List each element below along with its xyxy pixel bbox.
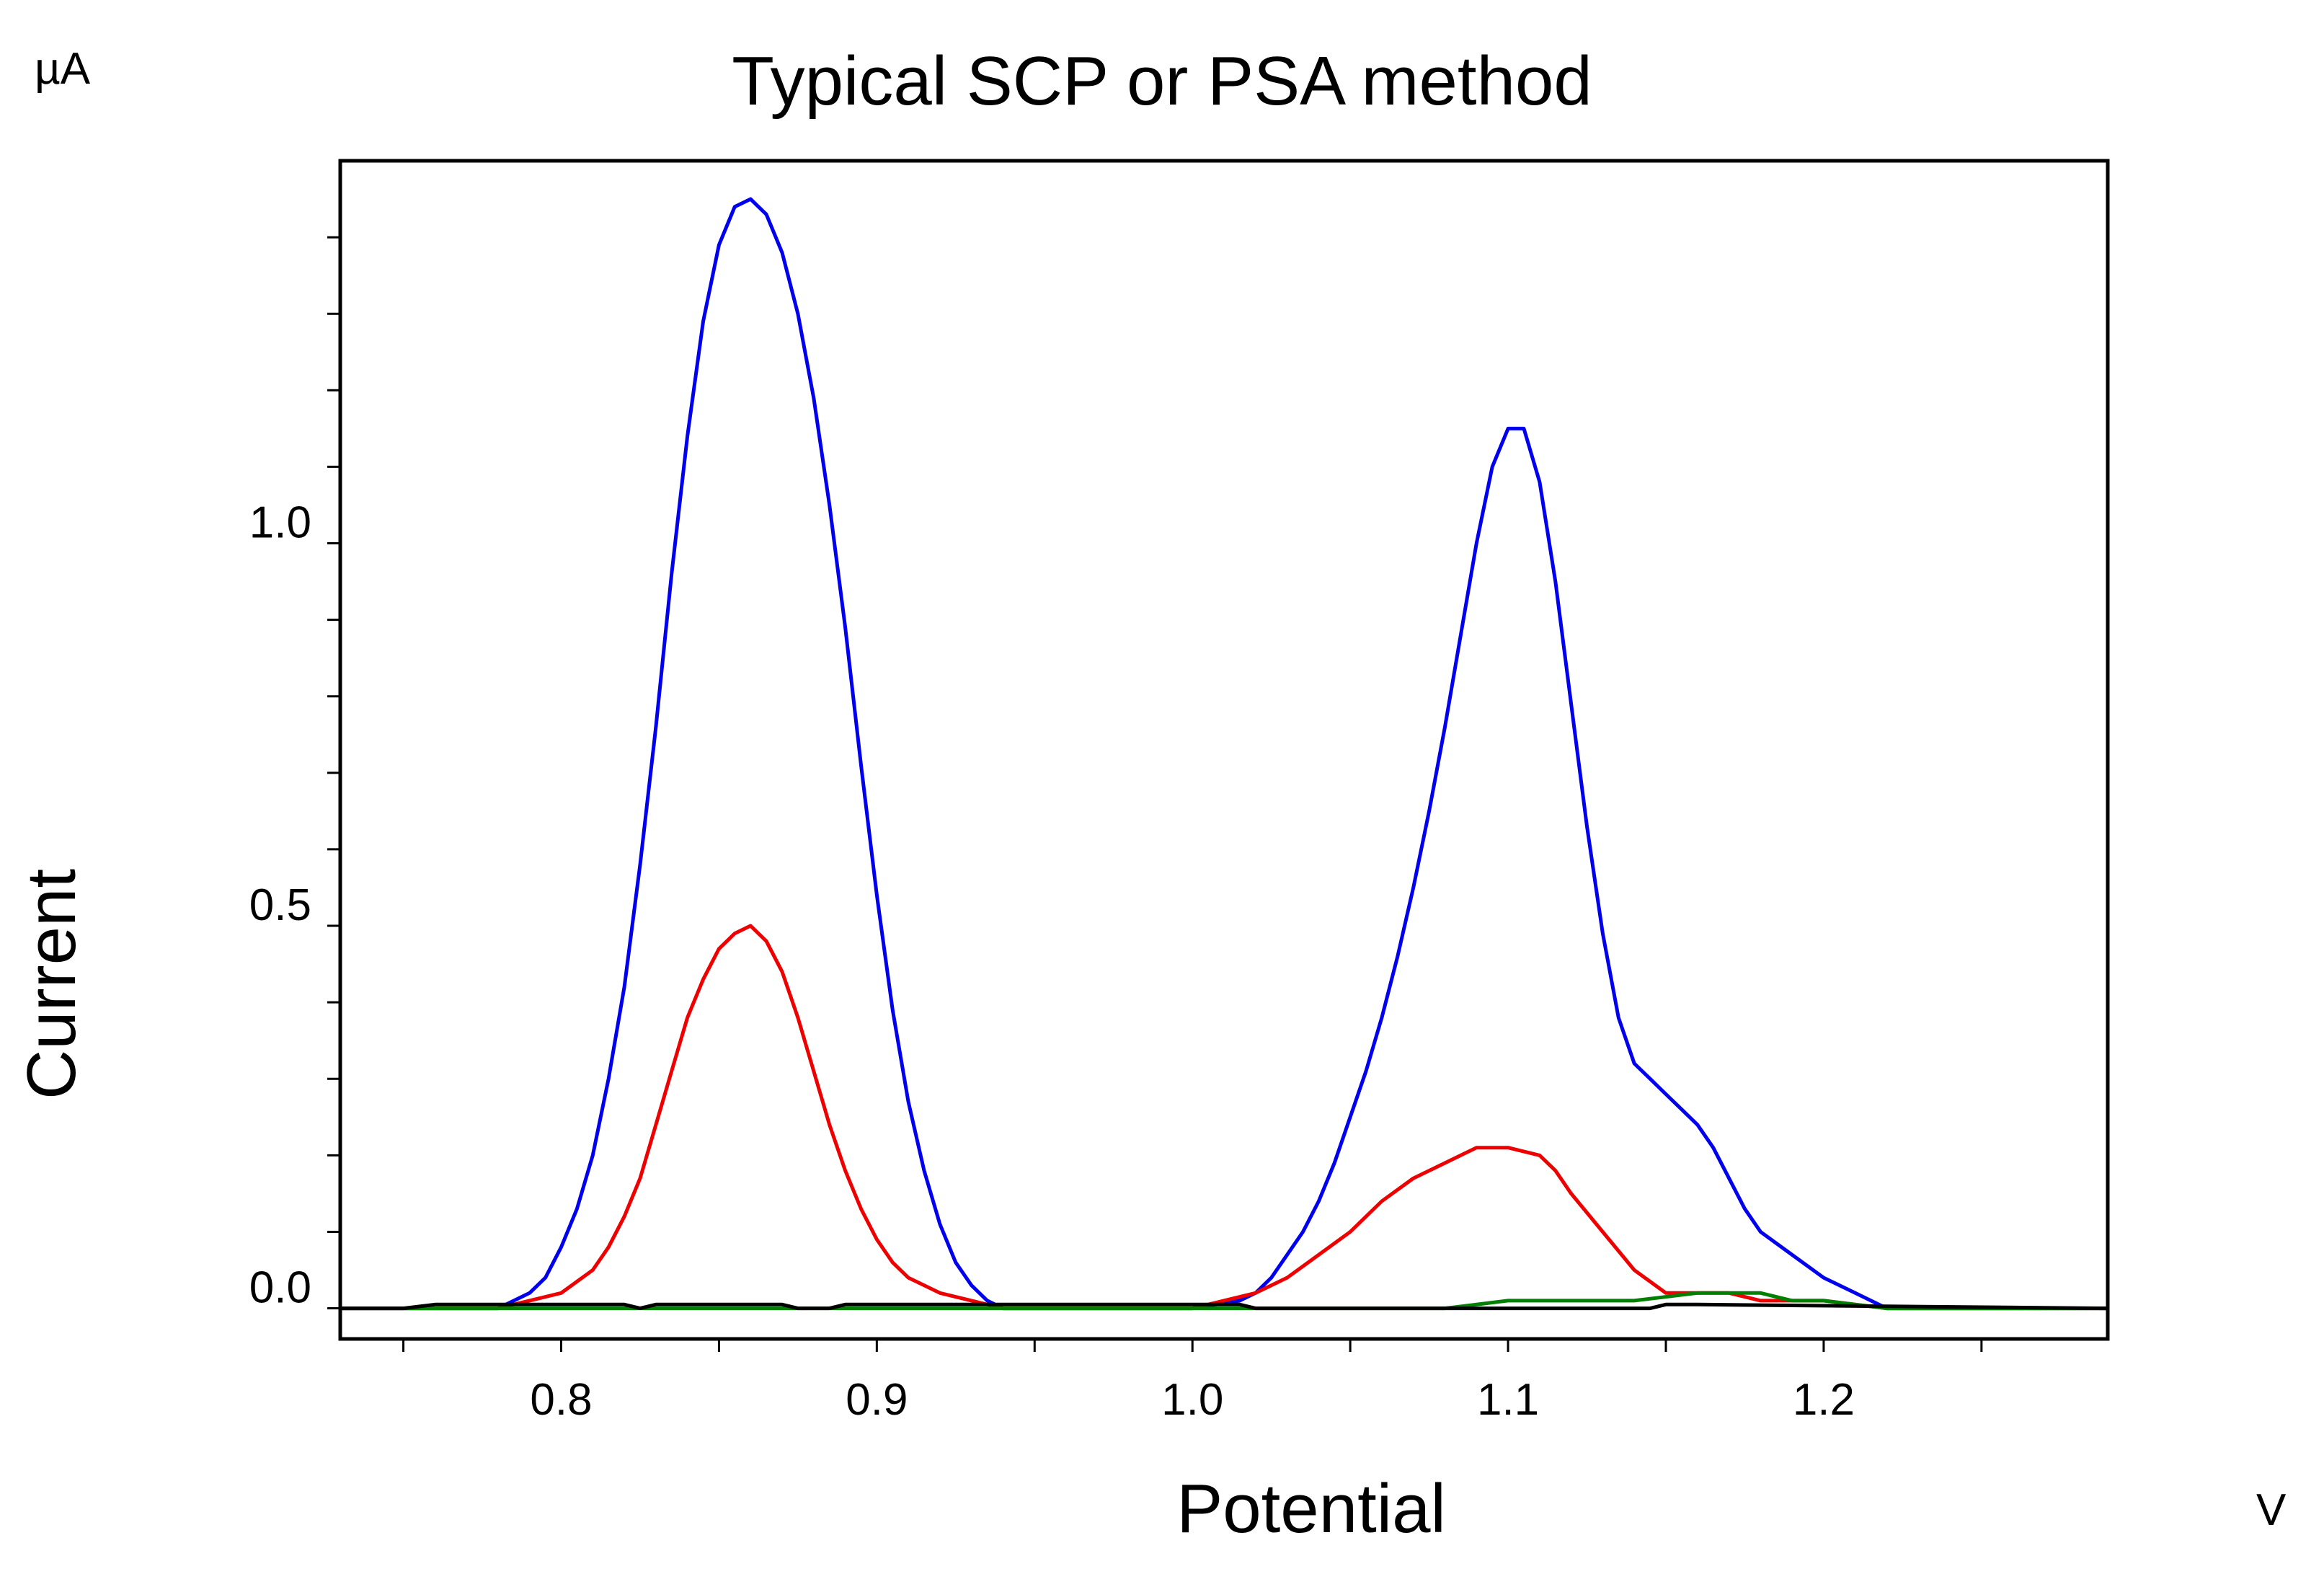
x-unit-label: V xyxy=(2256,1485,2287,1535)
x-tick-label: 1.1 xyxy=(1477,1375,1539,1425)
series-line-1 xyxy=(340,197,2108,1311)
x-tick-label: 0.8 xyxy=(530,1375,592,1425)
x-axis-title: Potential xyxy=(1176,1470,1446,1547)
x-tick-label: 0.9 xyxy=(846,1375,908,1425)
series-layer xyxy=(340,197,2108,1311)
plot-frame xyxy=(338,159,2110,1341)
y-tick-label: 0.5 xyxy=(249,880,311,930)
x-tick-label: 1.0 xyxy=(1161,1375,1223,1425)
y-tick-label: 1.0 xyxy=(249,498,311,548)
y-unit-label: µA xyxy=(35,44,91,94)
x-tick-label: 1.2 xyxy=(1793,1375,1855,1425)
series-line-4 xyxy=(340,1302,2108,1311)
y-axis-title: Current xyxy=(13,869,90,1100)
chart-title: Typical SCP or PSA method xyxy=(732,43,1592,120)
series-line-2 xyxy=(340,924,2108,1311)
tick-layer: 0.8 0.9 1.0 1.1 1.2 0.0 0.5 1.0 xyxy=(249,236,1983,1425)
y-tick-label: 0.0 xyxy=(249,1263,311,1313)
